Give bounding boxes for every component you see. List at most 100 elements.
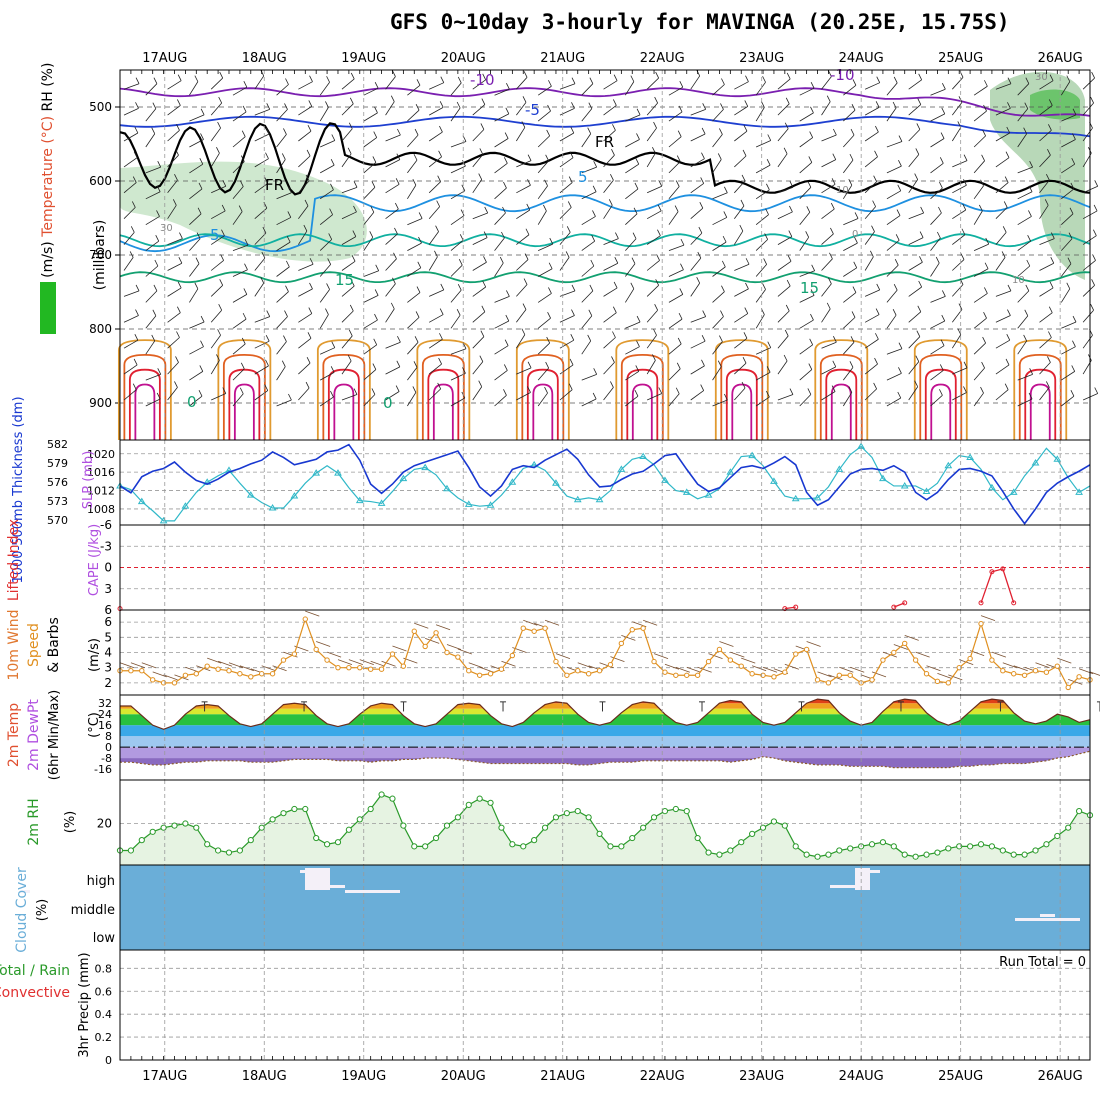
wind-speed-point <box>171 680 178 686</box>
wind-barb-flag <box>593 160 598 168</box>
wind-barb <box>603 205 613 219</box>
rh-point <box>356 816 363 823</box>
wind-barb-flag <box>546 129 551 137</box>
wind-barb-flag <box>176 331 180 338</box>
wind-barb <box>494 88 510 96</box>
wind-barb-flag <box>874 357 878 365</box>
wind-speed-point <box>139 668 145 674</box>
x-tick-label-top: 25AUG <box>938 51 983 66</box>
wind-barb-flag <box>676 155 681 162</box>
wind-barb-flag <box>374 289 379 296</box>
wind-barb-flag <box>958 303 963 310</box>
wind-barb <box>734 362 747 375</box>
wind-barb <box>581 373 597 381</box>
wind-barb <box>864 206 876 219</box>
surface-wind-barb <box>272 665 287 672</box>
wind-barb <box>668 294 684 303</box>
wind-barb-flag <box>157 368 162 375</box>
wind-barb-flag <box>216 147 220 154</box>
contour-label: 15 <box>335 271 354 289</box>
wind-barb-flag <box>700 384 705 391</box>
wind-barb-flag <box>898 342 903 349</box>
wind-barb-flag <box>570 334 575 341</box>
y-tick-label: 0.2 <box>95 1031 113 1044</box>
wind-barb <box>472 79 486 90</box>
wind-barb <box>842 392 853 407</box>
y-tick-label-left: 576 <box>47 476 68 489</box>
wind-barb-flag <box>479 148 484 155</box>
wind-speed-point <box>509 652 516 659</box>
wind-barb-flag <box>935 256 940 264</box>
wind-barb-flag <box>177 99 181 106</box>
wind-barb-flag <box>178 257 183 264</box>
wind-barb-flag <box>440 76 445 83</box>
wind-barb <box>189 371 204 381</box>
wind-barb <box>755 82 766 96</box>
wind-barb-flag <box>440 283 445 291</box>
temperature-loop <box>532 383 554 440</box>
wind-barb-flag <box>501 231 505 239</box>
wind-barb-flag <box>151 127 156 134</box>
wind-barb-flag <box>288 186 292 193</box>
wind-barb <box>341 394 358 401</box>
wind-barb <box>930 88 946 96</box>
wind-barb <box>690 282 701 297</box>
wind-speed-point <box>662 669 668 675</box>
wind-barb-flag <box>418 236 422 244</box>
wind-barb-flag <box>569 151 574 158</box>
wind-barb <box>668 393 680 407</box>
wind-speed-point <box>237 671 243 677</box>
surface-wind-barb <box>1002 662 1017 669</box>
wind-barb-flag <box>614 257 619 264</box>
wind-barb-flag <box>1007 77 1012 84</box>
wind-barb <box>341 285 355 297</box>
wind-ylabel-3: & Barbs <box>46 617 62 673</box>
temperature-loop <box>1018 353 1062 440</box>
rh-point <box>629 834 636 842</box>
wind-barb-flag <box>631 257 636 264</box>
rh-point <box>432 834 440 842</box>
wind-barb-flag <box>788 230 793 237</box>
wind-barb-flag <box>153 284 158 292</box>
rh-shade-dark <box>1030 89 1080 120</box>
wind-barb-flag <box>696 276 701 284</box>
temperature-loop <box>615 339 670 440</box>
wind-speed-point <box>607 661 614 668</box>
y-tick-label: high <box>87 874 115 889</box>
wind-barb-flag <box>941 290 946 297</box>
wind-barb <box>625 139 640 148</box>
wind-barb <box>690 183 704 194</box>
wind-barb-flag <box>132 383 137 390</box>
wind-barb <box>298 130 312 142</box>
wind-barb <box>472 129 485 142</box>
wind-barb-flag <box>309 258 314 265</box>
wind-barb <box>886 314 897 329</box>
wind-barb-flag <box>371 388 376 395</box>
wind-barb-flag <box>135 102 139 109</box>
wind-barb <box>516 284 528 297</box>
wind-barb <box>472 336 485 349</box>
wind-barb-flag <box>892 309 897 316</box>
wind-barb-flag <box>375 264 380 271</box>
wind-barb-flag <box>131 201 136 208</box>
wind-barb <box>341 236 357 245</box>
cloud-gap <box>830 885 860 888</box>
wind-barb <box>1039 205 1049 219</box>
wind-barb <box>407 267 422 277</box>
wind-barb <box>1061 188 1075 200</box>
wind-barb <box>559 157 574 168</box>
wind-barb-flag <box>1045 174 1050 181</box>
wind-barb-flag <box>810 82 815 89</box>
wind-barb-flag <box>156 210 160 217</box>
rh-point <box>999 847 1006 854</box>
wind-speed-point <box>716 646 723 653</box>
wind-barb <box>1017 191 1033 200</box>
wind-barb-flag <box>1029 368 1034 375</box>
wind-barb <box>755 214 769 226</box>
wind-barb <box>363 344 377 355</box>
wind-barb-flag <box>372 156 377 163</box>
x-tick-label-top: 18AUG <box>242 51 287 66</box>
cloud-gap <box>1015 918 1080 921</box>
rh-point <box>836 847 843 854</box>
wind-barb-flag <box>833 128 837 136</box>
